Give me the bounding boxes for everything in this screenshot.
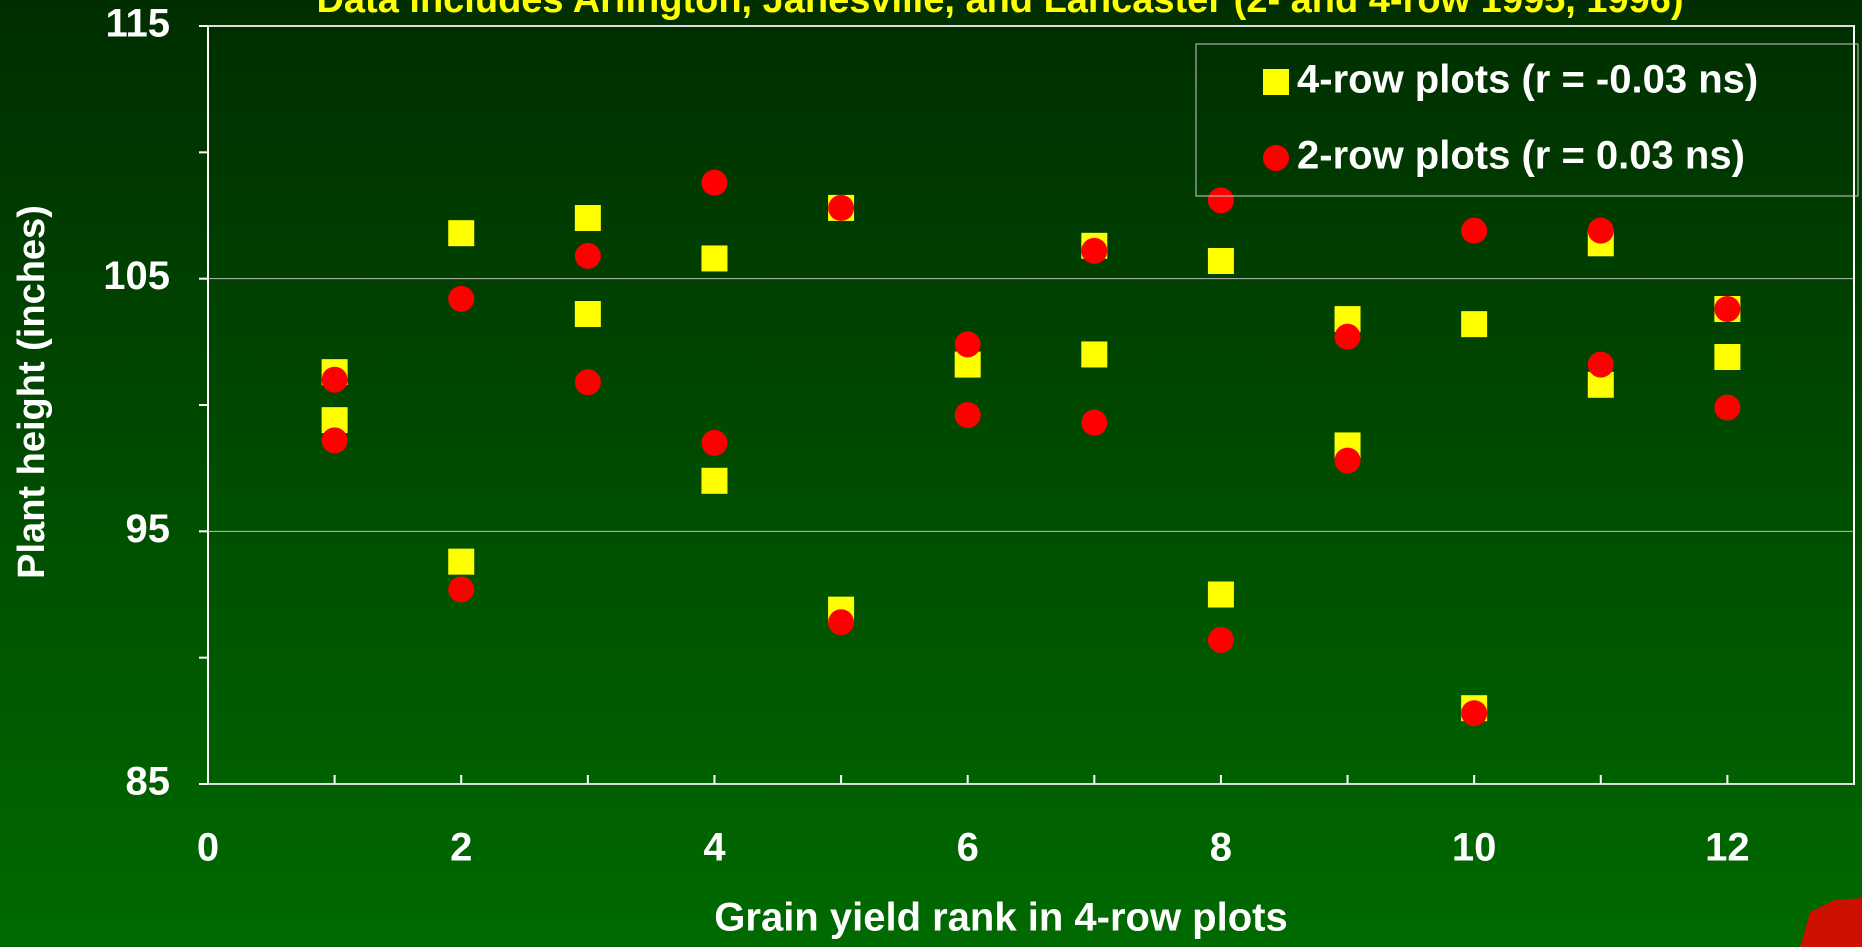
point	[1714, 295, 1741, 322]
x-tick-label: 10	[1452, 826, 1497, 870]
decoration	[1800, 898, 1862, 947]
x-axis-label: Grain yield rank in 4-row plots	[714, 896, 1287, 940]
point	[1587, 351, 1614, 378]
point	[1207, 247, 1234, 274]
point	[1334, 323, 1361, 350]
y-tick-label: 95	[126, 507, 171, 551]
point	[1461, 311, 1488, 338]
y-axis-label: Plant height (inches)	[11, 205, 53, 579]
point	[954, 402, 981, 429]
point	[701, 169, 728, 196]
legend-label: 4-row plots (r = -0.03 ns)	[1297, 58, 1758, 102]
point	[701, 429, 728, 456]
y-tick-label: 105	[103, 254, 170, 298]
point	[321, 427, 348, 454]
point	[574, 301, 601, 328]
x-tick-label: 4	[703, 826, 726, 870]
point	[1334, 447, 1361, 474]
y-tick-label: 115	[105, 2, 170, 46]
point	[1587, 217, 1614, 244]
x-tick-label: 12	[1705, 826, 1750, 870]
point	[1714, 394, 1741, 421]
point	[448, 576, 475, 603]
legend-marker	[1263, 145, 1289, 171]
chart-title: Data includes Arlington, Janesville, and…	[316, 0, 1683, 21]
point	[1714, 343, 1741, 370]
x-tick-label: 6	[957, 826, 979, 870]
point	[448, 548, 475, 575]
x-tick-label: 2	[450, 826, 472, 870]
point	[1207, 581, 1234, 608]
point	[954, 331, 981, 358]
y-tick-label: 85	[126, 760, 171, 804]
point	[1207, 626, 1234, 653]
point	[448, 220, 475, 247]
point	[1207, 187, 1234, 214]
point	[701, 467, 728, 494]
legend-marker	[1263, 69, 1289, 95]
point	[828, 194, 855, 221]
point	[574, 242, 601, 269]
point	[1461, 700, 1488, 727]
point	[574, 205, 601, 232]
point	[574, 369, 601, 396]
point	[828, 609, 855, 636]
x-tick-label: 0	[197, 826, 219, 870]
point	[701, 245, 728, 272]
x-tick-label: 8	[1210, 826, 1232, 870]
point	[1461, 217, 1488, 244]
point	[1081, 237, 1108, 264]
point	[448, 285, 475, 312]
legend-box	[1195, 43, 1859, 197]
point	[1081, 341, 1108, 368]
point	[321, 366, 348, 393]
point	[1081, 409, 1108, 436]
legend-label: 2-row plots (r = 0.03 ns)	[1297, 134, 1745, 178]
